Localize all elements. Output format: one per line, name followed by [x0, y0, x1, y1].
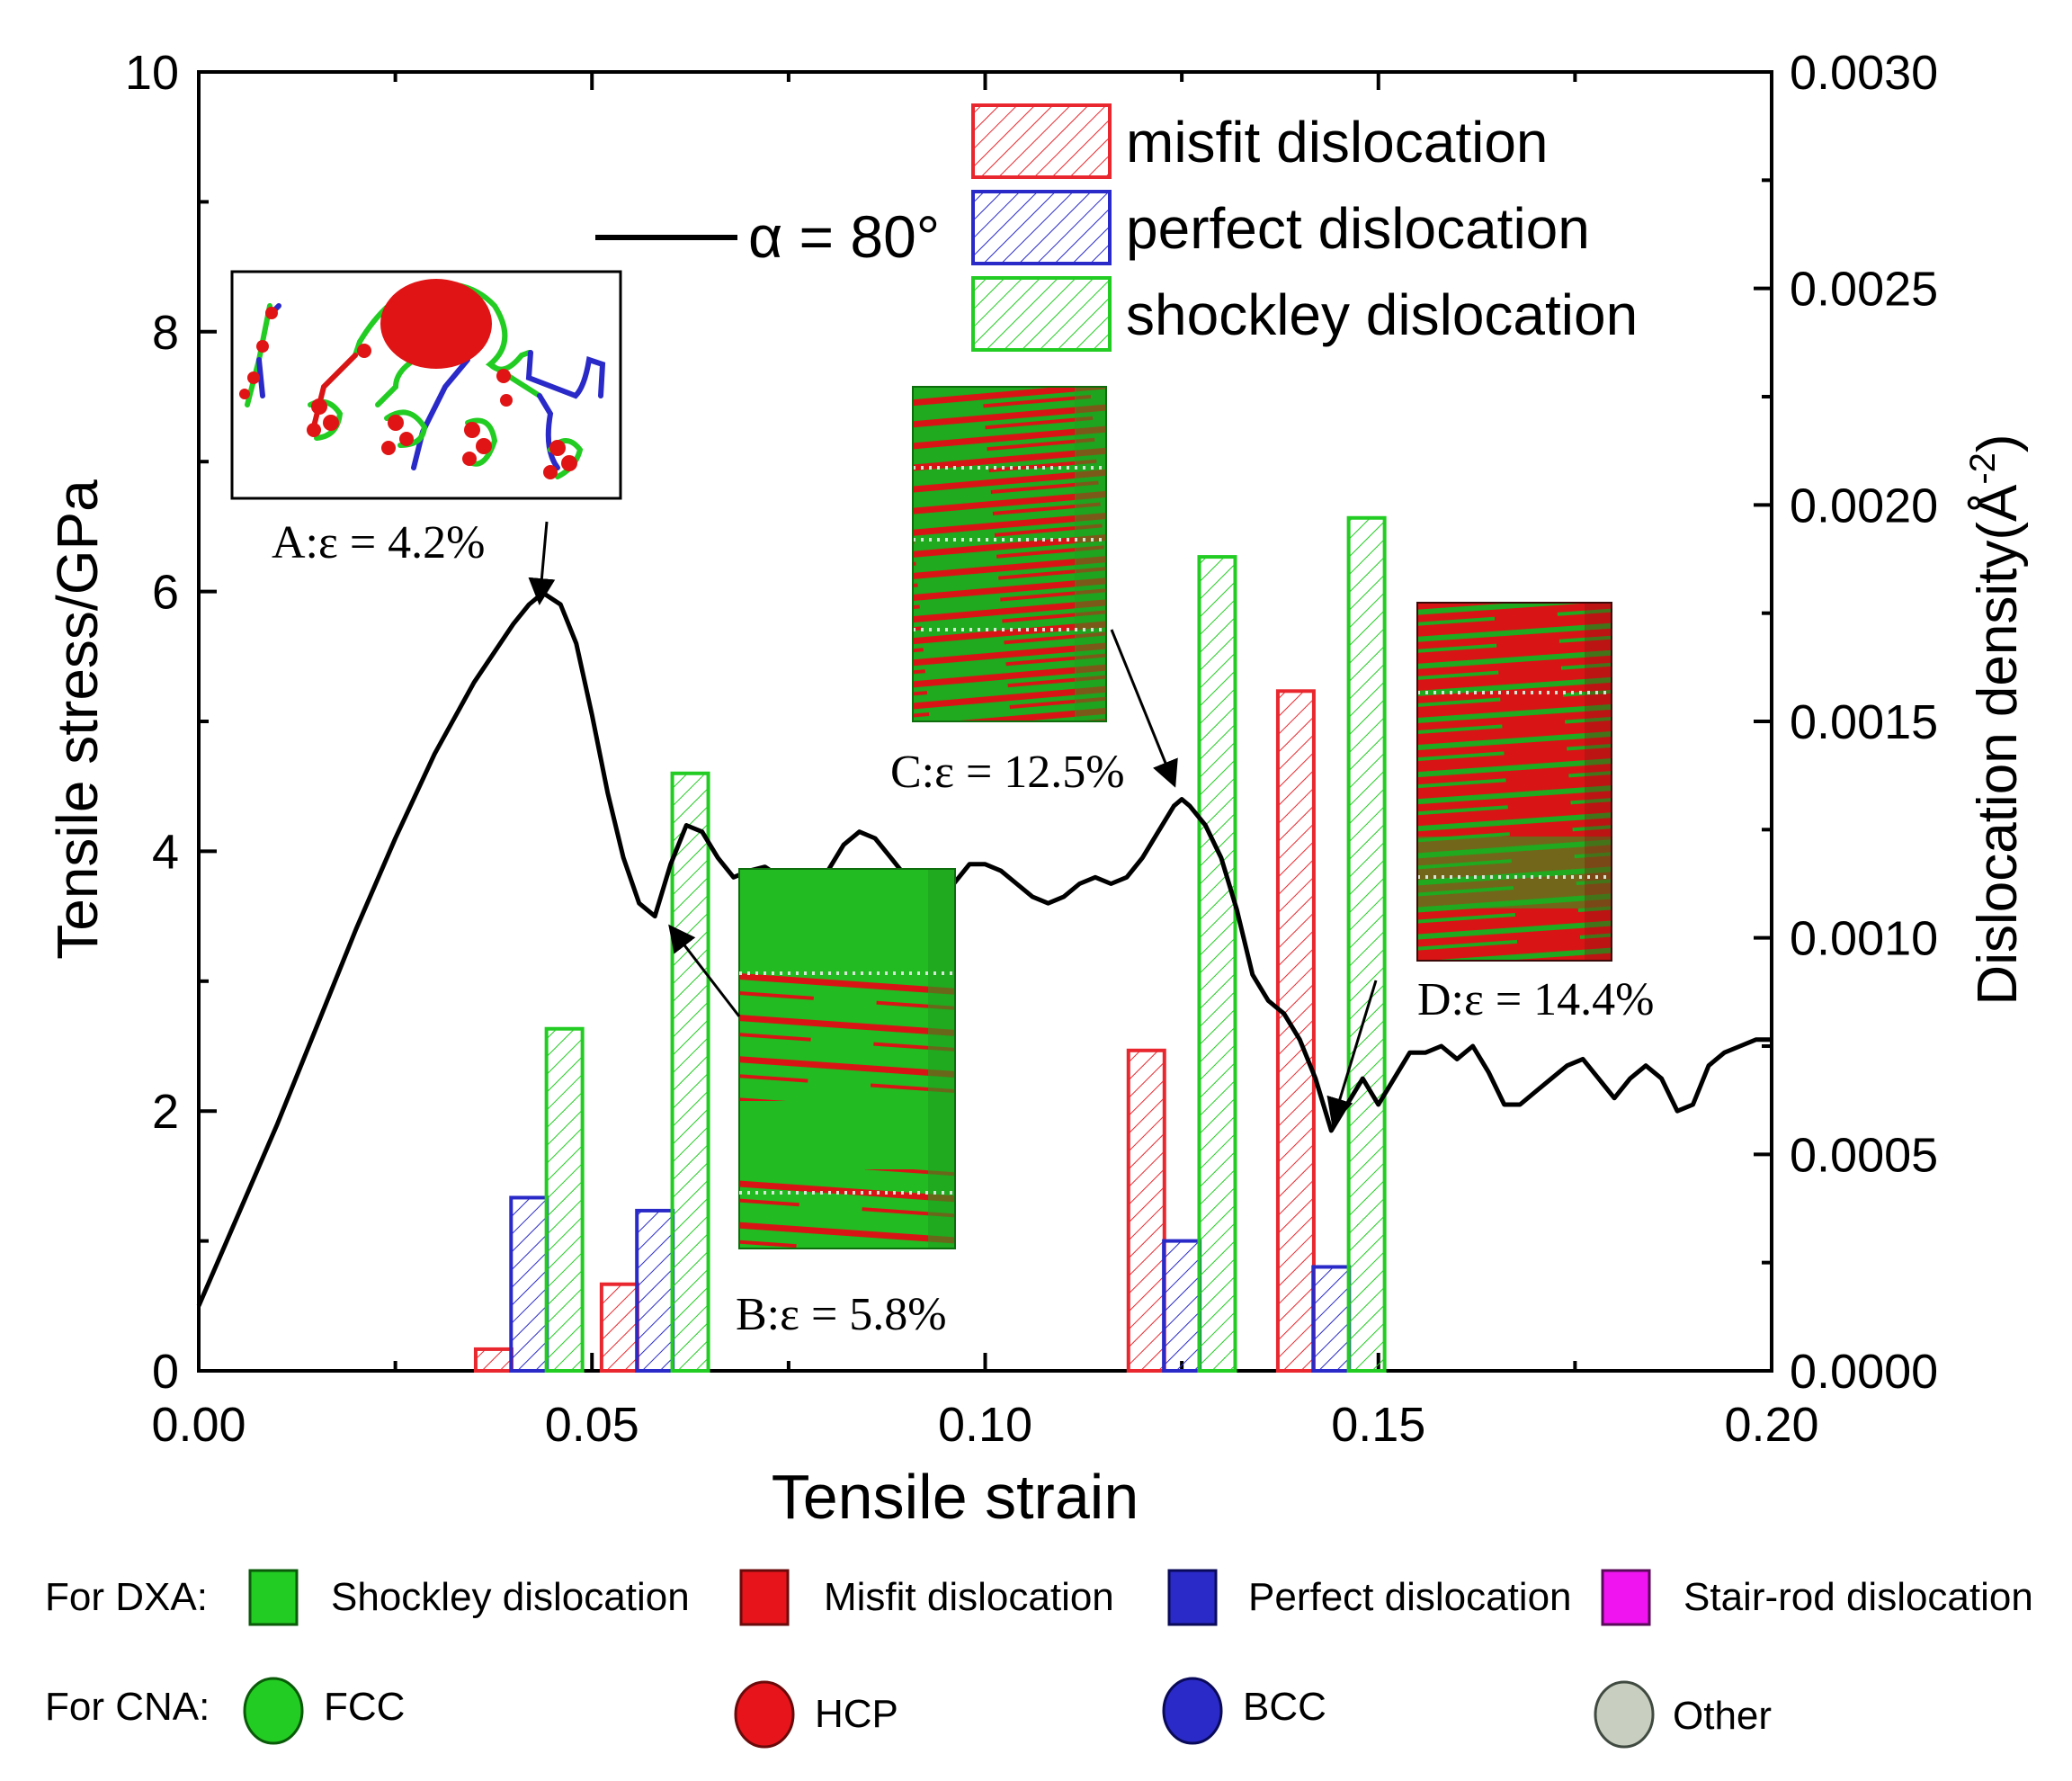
y-right-axis-title-main: Dislocation density(	[1967, 522, 2029, 1006]
bar-misfit-dislocation	[599, 1282, 639, 1373]
inset-a-snapshot: A:ε = 4.2%	[230, 270, 622, 568]
bar-perfect-dislocation	[1311, 1265, 1352, 1373]
dxa-label-misfit: Misfit dislocation	[824, 1575, 1114, 1619]
y-left-tick-label: 6	[152, 566, 179, 620]
y-right-axis-title: Dislocation density(Å-2)	[1963, 434, 2029, 1005]
x-tick-label: 0.05	[545, 1398, 639, 1452]
y-right-tick-label: 0.0025	[1790, 263, 1938, 317]
x-tick-labels: 0.00 0.05 0.10 0.15 0.20	[151, 1398, 1818, 1452]
y-right-axis-title-unit: Å	[1967, 484, 2029, 522]
bar-perfect-dislocation	[509, 1195, 549, 1374]
dxa-swatch-shockley	[248, 1569, 299, 1626]
y-left-tick-label: 0	[152, 1345, 179, 1399]
arrow-c	[1110, 629, 1178, 788]
y-right-tick-label: 0.0030	[1790, 46, 1938, 100]
x-tick-label: 0.20	[1724, 1398, 1818, 1452]
bottom-legend: For DXA: Shockley dislocation Misfit dis…	[45, 1569, 2033, 1749]
y-right-tick-label: 0.0000	[1790, 1345, 1938, 1399]
legend-swatch-shockley	[971, 276, 1112, 352]
dxa-label-stair-rod: Stair-rod dislocation	[1684, 1575, 2033, 1619]
legend-label-misfit: misfit dislocation	[1126, 110, 1549, 175]
dislocation-bars	[473, 515, 1387, 1374]
y-left-axis-title: Tensile stress/GPa	[45, 479, 110, 960]
bar-shockley-dislocation	[544, 1026, 585, 1374]
dxa-legend-title: For DXA:	[45, 1575, 208, 1619]
bar-misfit-dislocation	[473, 1347, 514, 1374]
y-right-tick-label: 0.0020	[1790, 479, 1938, 533]
curve-legend-label: α = 80°	[748, 203, 940, 270]
y-right-tick-label: 0.0010	[1790, 912, 1938, 966]
legend-swatch-perfect	[971, 190, 1112, 265]
cna-label-bcc: BCC	[1243, 1685, 1326, 1729]
y-left-tick-label: 2	[152, 1085, 179, 1139]
y-right-tick-label: 0.0005	[1790, 1128, 1938, 1182]
y-right-tick-label: 0.0015	[1790, 695, 1938, 749]
y-left-tick-label: 10	[125, 46, 179, 100]
legend-label-shockley: shockley dislocation	[1126, 282, 1638, 347]
dxa-swatch-misfit	[739, 1569, 790, 1626]
inset-c-label: C:ε = 12.5%	[890, 747, 1125, 798]
dxa-label-perfect: Perfect dislocation	[1248, 1575, 1572, 1619]
x-tick-label: 0.00	[151, 1398, 246, 1452]
cna-label-fcc: FCC	[324, 1685, 405, 1729]
legend-swatch-misfit	[971, 103, 1112, 179]
cna-label-other: Other	[1673, 1694, 1772, 1738]
bar-misfit-dislocation	[1126, 1048, 1166, 1374]
y-left-tick-label: 4	[152, 825, 179, 879]
dxa-label-shockley: Shockley dislocation	[331, 1575, 690, 1619]
dxa-swatch-stair-rod	[1601, 1569, 1651, 1626]
arrow-a	[528, 521, 556, 605]
inset-d-snapshot: D:ε = 14.4%	[1416, 602, 1654, 1025]
bar-perfect-dislocation	[1162, 1239, 1202, 1373]
stress-curve	[196, 592, 1772, 1307]
annotation-arrows	[528, 521, 1378, 1125]
y-right-axis-title-close: )	[1967, 434, 2029, 452]
axis-ticks	[197, 70, 1773, 1373]
bar-shockley-dislocation	[1346, 515, 1387, 1373]
cna-legend-title: For CNA:	[45, 1685, 210, 1729]
bar-shockley-dislocation	[1197, 555, 1237, 1373]
inset-a-label: A:ε = 4.2%	[272, 517, 485, 568]
legend-label-perfect: perfect dislocation	[1126, 196, 1590, 261]
y-left-tick-labels: 0 2 4 6 8 10	[125, 46, 179, 1399]
cna-swatch-hcp	[734, 1680, 795, 1749]
cna-swatch-bcc	[1162, 1677, 1223, 1745]
arrow-d	[1326, 980, 1378, 1125]
y-left-tick-label: 8	[152, 306, 179, 360]
x-tick-label: 0.10	[938, 1398, 1032, 1452]
bar-legend: misfit dislocation perfect dislocation s…	[971, 103, 1638, 352]
inset-b-label: B:ε = 5.8%	[736, 1289, 947, 1340]
inset-b-snapshot: B:ε = 5.8%	[736, 868, 956, 1340]
cna-swatch-fcc	[243, 1677, 304, 1745]
dxa-swatch-perfect	[1167, 1569, 1218, 1626]
cna-label-hcp: HCP	[815, 1692, 898, 1736]
cna-swatch-other	[1594, 1680, 1655, 1749]
inset-d-label: D:ε = 14.4%	[1417, 974, 1654, 1025]
inset-c-snapshot: C:ε = 12.5%	[890, 386, 1125, 798]
x-axis-title: Tensile strain	[772, 1462, 1139, 1532]
bar-shockley-dislocation	[670, 771, 710, 1373]
x-tick-label: 0.15	[1331, 1398, 1425, 1452]
arrow-b	[668, 924, 741, 1017]
y-right-axis-title-exp: -2	[1963, 452, 2003, 485]
y-right-tick-labels: 0.0000 0.0005 0.0010 0.0015 0.0020 0.0025 0.00…	[1790, 46, 1938, 1399]
bar-perfect-dislocation	[635, 1208, 675, 1373]
